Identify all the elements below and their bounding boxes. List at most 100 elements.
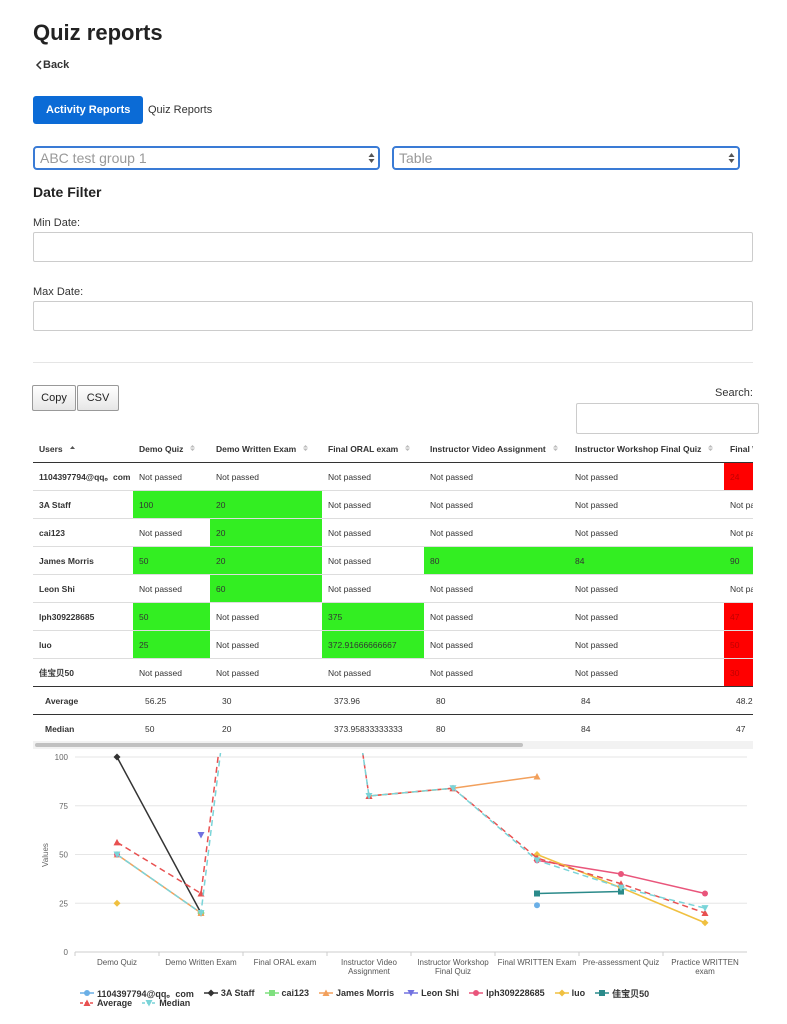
view-select[interactable]: Table [392,146,740,170]
column-header[interactable]: Demo Written Exam [210,435,322,463]
score-cell: 100 [133,490,210,519]
score-cell: Not passed [569,658,724,687]
table-row: luo 25 Not passed 372.91666666667 Not passed… [33,630,753,659]
copy-button[interactable]: Copy [32,385,76,411]
legend-item[interactable]: Median [142,998,190,1008]
legend-item[interactable]: Leon Shi [404,988,459,998]
legend-label: lph309228685 [486,988,545,998]
point [533,857,541,864]
score-cell: Not passed [424,518,569,547]
table-row: 佳宝贝50 Not passed Not passed Not passed Not p… [33,658,753,687]
back-icon [35,60,42,70]
sort-icon [190,444,196,451]
point [322,989,330,996]
summary-cell: 80 [424,714,569,742]
plot-area [113,753,709,927]
sort-arrows [190,444,196,451]
table-row: Leon Shi Not passed 60 Not passed Not passed… [33,574,753,603]
column-header[interactable]: Instructor Video Assignment [424,435,569,463]
y-tick-label: 50 [59,851,68,860]
x-tick-label: Instructor Video Assignment [341,958,397,976]
scrollbar[interactable] [33,741,753,749]
column-header[interactable]: Final WRITTEN Exam [724,435,753,463]
max-label: Max Date: [33,286,84,298]
point [113,838,121,846]
score-cell: 20 [210,546,322,575]
score-cell: 60 [210,574,322,603]
tab-active[interactable]: Activity Reports [33,96,144,124]
column-header[interactable]: Instructor Workshop Final Quiz [569,435,724,463]
legend-item[interactable]: 佳宝贝50 [595,988,649,999]
legend: 1104397794@qq。com 3A Staff cai123 James Mor… [80,988,720,1008]
max-date-input[interactable] [33,301,753,331]
table-row: 1104397794@qq。com Not passed Not passed Not… [33,462,753,491]
summary-cell: 84 [569,714,724,742]
tab[interactable]: Quiz Reports [148,104,213,116]
score-cell: 375 [322,602,424,631]
point [618,888,624,895]
sort-arrows [552,444,558,451]
user-cell: lph309228685 [33,602,133,631]
summary-cell: 47 [724,714,753,742]
header-text: Final WRITTEN Exam [730,443,753,454]
summary-cell: 80 [424,686,569,715]
summary-cell: 373.96 [322,686,424,715]
x-tick-label: Demo Quiz [96,958,137,967]
legend-item[interactable]: cai123 [264,988,309,998]
point [473,990,480,996]
legend-item[interactable]: Average [80,998,132,1008]
point [599,990,606,996]
search-input[interactable] [576,403,759,434]
legend-item[interactable]: James Morris [319,988,394,998]
score-cell: Not passed [322,490,424,519]
score-cell: Not passed [322,462,424,491]
csv-button[interactable]: CSV [77,385,119,411]
select-arrows [728,153,735,163]
min-date-input[interactable] [33,232,753,262]
x-tick-label: Final WRITTEN Exam [497,958,577,967]
y-tick-label: 0 [64,948,69,957]
score-cell: Not passed [569,462,724,491]
x-tick-label: Final ORAL exam [253,958,317,967]
user-cell: cai123 [33,518,133,547]
y-tick-label: 100 [55,753,69,762]
point [407,990,415,997]
score-cell: 84 [569,546,724,575]
score-cell: 20 [210,490,322,519]
summary-cell: 30 [210,686,322,715]
column-header[interactable]: Users [33,435,133,463]
legend-icon [264,990,279,996]
legend-label: 3A Staff [220,988,255,998]
column-header[interactable]: Final ORAL exam [322,435,424,463]
scroll-thumb[interactable] [35,743,523,747]
legend-icon [142,1000,157,1007]
user-cell: Leon Shi [33,574,133,603]
series-line [116,756,202,914]
sort-icon [552,444,558,451]
score-cell: Not passed [133,462,210,491]
legend-label: luo [571,988,586,998]
point [533,773,541,780]
select-text: ABC test group 1 [40,150,147,166]
legend-item[interactable]: 1104397794@qq。com [80,988,194,999]
score-cell: Not passed [424,574,569,603]
summary-label: Median [33,714,133,742]
legend-icon [203,989,218,997]
score-cell: Not passed [322,574,424,603]
column-header[interactable]: Demo Quiz [133,435,210,463]
point [197,910,205,917]
divider [33,362,753,363]
score-cell: Not passed [569,602,724,631]
y-tick-label: 25 [59,899,68,908]
legend-item[interactable]: luo [554,988,586,998]
score-cell: 80 [424,546,569,575]
user-cell: luo [33,630,133,659]
score-cell: Not passed [322,546,424,575]
table-row: cai123 Not passed 20 Not passed Not passed No… [33,518,753,547]
legend-item[interactable]: lph309228685 [469,988,545,998]
group-select[interactable]: ABC test group 1 [33,146,380,170]
legend-label: Average [97,998,133,1008]
back-link[interactable]: Back [35,59,69,71]
legend-item[interactable]: 3A Staff [203,988,255,998]
search-label: Search: [715,387,753,399]
